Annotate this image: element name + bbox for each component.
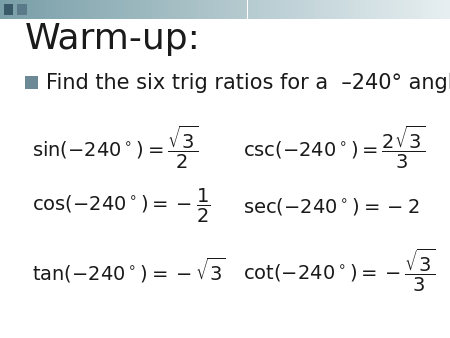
Bar — [310, 0, 315, 19]
Bar — [281, 0, 287, 19]
Bar — [180, 0, 185, 19]
Bar — [95, 0, 101, 19]
Bar — [405, 0, 410, 19]
Bar — [388, 0, 394, 19]
Bar — [135, 0, 140, 19]
Bar — [410, 0, 416, 19]
Text: $\csc(-240^\circ) = \dfrac{2\sqrt{3}}{3}$: $\csc(-240^\circ) = \dfrac{2\sqrt{3}}{3}… — [243, 123, 425, 171]
Bar — [124, 0, 130, 19]
Bar — [185, 0, 191, 19]
Bar — [140, 0, 146, 19]
Bar — [79, 0, 85, 19]
Bar — [242, 0, 248, 19]
Bar — [90, 0, 95, 19]
Bar — [152, 0, 158, 19]
Bar — [50, 0, 56, 19]
Bar — [439, 0, 445, 19]
Text: Warm-up:: Warm-up: — [25, 22, 201, 56]
Bar — [158, 0, 163, 19]
Text: $\tan(-240^\circ) = -\sqrt{3}$: $\tan(-240^\circ) = -\sqrt{3}$ — [32, 256, 225, 285]
Bar — [25, 76, 38, 89]
Bar — [360, 0, 365, 19]
Bar — [248, 0, 253, 19]
Bar — [315, 0, 320, 19]
Bar — [400, 0, 405, 19]
Bar — [208, 0, 214, 19]
Bar — [287, 0, 292, 19]
Bar — [214, 0, 220, 19]
Bar — [101, 0, 107, 19]
Bar — [253, 0, 259, 19]
Bar — [225, 0, 230, 19]
Bar — [332, 0, 338, 19]
Bar — [130, 0, 135, 19]
Bar — [259, 0, 265, 19]
Bar — [349, 0, 355, 19]
Bar — [11, 0, 17, 19]
Bar — [326, 0, 332, 19]
Bar — [175, 0, 180, 19]
Bar — [4, 4, 13, 15]
Bar — [338, 0, 343, 19]
Bar — [416, 0, 422, 19]
Bar — [377, 0, 382, 19]
Bar — [34, 0, 40, 19]
Bar — [118, 0, 124, 19]
Bar — [191, 0, 197, 19]
Bar — [304, 0, 310, 19]
Bar — [5, 0, 11, 19]
Bar — [146, 0, 152, 19]
Bar — [343, 0, 349, 19]
Bar — [265, 0, 270, 19]
Bar — [202, 0, 208, 19]
Bar — [236, 0, 242, 19]
Text: $\cot(-240^\circ) = -\dfrac{\sqrt{3}}{3}$: $\cot(-240^\circ) = -\dfrac{\sqrt{3}}{3}… — [243, 247, 435, 294]
Bar — [428, 0, 433, 19]
Bar — [17, 0, 22, 19]
Bar — [68, 0, 73, 19]
Bar — [169, 0, 175, 19]
Bar — [17, 4, 27, 15]
Bar — [394, 0, 400, 19]
Bar — [73, 0, 79, 19]
Text: Find the six trig ratios for a  –240° angle.: Find the six trig ratios for a –240° ang… — [46, 73, 450, 93]
Bar — [28, 0, 34, 19]
Bar — [163, 0, 169, 19]
Bar — [107, 0, 112, 19]
Bar — [85, 0, 90, 19]
Bar — [62, 0, 68, 19]
Bar — [56, 0, 62, 19]
Bar — [422, 0, 427, 19]
Bar — [230, 0, 236, 19]
Bar — [298, 0, 304, 19]
Bar — [197, 0, 202, 19]
Bar — [382, 0, 388, 19]
Text: $\cos(-240^\circ) = -\dfrac{1}{2}$: $\cos(-240^\circ) = -\dfrac{1}{2}$ — [32, 187, 210, 225]
Bar — [0, 0, 5, 19]
Bar — [355, 0, 360, 19]
Bar — [22, 0, 28, 19]
Bar — [275, 0, 281, 19]
Bar — [320, 0, 326, 19]
Bar — [220, 0, 225, 19]
Bar — [371, 0, 377, 19]
Bar — [45, 0, 50, 19]
Bar — [112, 0, 118, 19]
Bar — [365, 0, 371, 19]
Bar — [433, 0, 439, 19]
Bar — [270, 0, 275, 19]
Bar — [292, 0, 298, 19]
Text: $\sin(-240^\circ) = \dfrac{\sqrt{3}}{2}$: $\sin(-240^\circ) = \dfrac{\sqrt{3}}{2}$ — [32, 123, 198, 171]
Text: $\sec(-240^\circ) = -2$: $\sec(-240^\circ) = -2$ — [243, 196, 419, 217]
Bar — [40, 0, 45, 19]
Bar — [445, 0, 450, 19]
